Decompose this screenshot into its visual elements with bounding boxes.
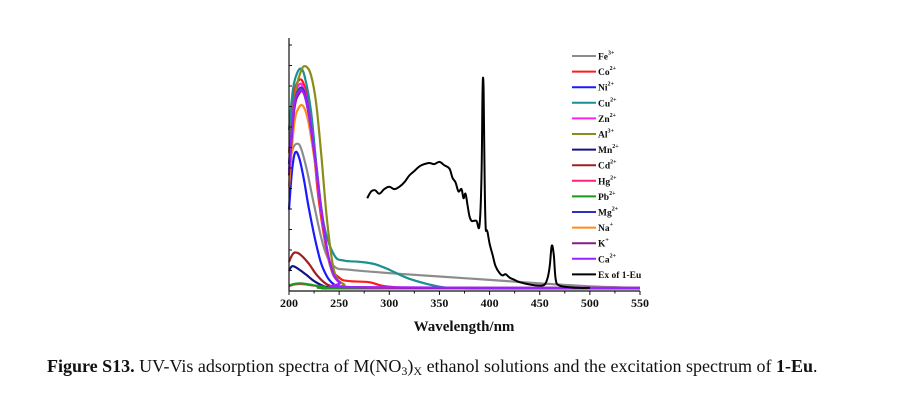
legend-label: Pb2+ — [598, 191, 616, 203]
legend-item: Al3+ — [572, 129, 615, 141]
caption-period: . — [813, 356, 818, 376]
legend-label: Ex of 1-Eu — [598, 271, 642, 281]
legend-label: Mg2+ — [598, 207, 619, 219]
legend-label: Fe3+ — [598, 51, 615, 63]
legend-item: Ca2+ — [572, 253, 617, 265]
legend-item: Cd2+ — [572, 160, 617, 172]
legend-label: Al3+ — [598, 129, 615, 141]
legend-label: Na+ — [598, 222, 614, 234]
series-line-zn — [287, 82, 641, 289]
legend-label: Co2+ — [598, 66, 617, 78]
x-axis-title: Wavelength/nm — [414, 319, 515, 335]
legend-label: Hg2+ — [598, 175, 617, 187]
legend-item: Pb2+ — [572, 191, 616, 203]
uv-vis-chart: 200 250 300 350 400 450 500 550 Fe3+ Co2+ Ni2+ Cu2… — [280, 38, 649, 335]
series-line-ca — [287, 88, 641, 289]
legend-label: Mn2+ — [598, 144, 619, 156]
x-tick-label: 350 — [430, 296, 448, 310]
legend-item: Co2+ — [572, 66, 617, 78]
series-line-cu — [287, 67, 641, 290]
legend-label: Cu2+ — [598, 97, 617, 109]
legend-item: Cu2+ — [572, 97, 617, 109]
x-tick-label: 250 — [330, 296, 348, 310]
x-tick-label: 400 — [481, 296, 499, 310]
legend-item: Zn2+ — [572, 113, 617, 125]
x-tick-label: 200 — [280, 296, 298, 310]
caption-text-3: ethanol solutions and the excitation spe… — [422, 356, 776, 376]
legend-item: Na+ — [572, 222, 614, 234]
legend-item: Mg2+ — [572, 207, 619, 219]
legend-item: Mn2+ — [572, 144, 619, 156]
series-line-ni — [287, 150, 641, 290]
legend: Fe3+ Co2+ Ni2+ Cu2+ Zn2+ Al3+ Mn2+ Cd2+ Hg2+ Pb2+… — [572, 51, 642, 281]
legend-label: Zn2+ — [598, 113, 617, 125]
series-line-ex-of-1-eu — [366, 76, 590, 289]
legend-item: K+ — [572, 238, 609, 250]
caption-compound: 1-Eu — [775, 356, 813, 376]
caption-sub-3: 3 — [401, 364, 408, 378]
legend-item: Ex of 1-Eu — [572, 271, 642, 281]
series-line-co — [287, 78, 641, 290]
legend-label: Ca2+ — [598, 253, 617, 265]
legend-item: Ni2+ — [572, 82, 615, 94]
x-tick-label: 500 — [581, 296, 599, 310]
x-tick-label: 450 — [531, 296, 549, 310]
legend-label: Cd2+ — [598, 160, 617, 172]
legend-item: Hg2+ — [572, 175, 617, 187]
axes: 200 250 300 350 400 450 500 550 — [280, 38, 649, 310]
legend-item: Fe3+ — [572, 51, 615, 63]
x-tick-label: 300 — [380, 296, 398, 310]
series-line-al — [287, 65, 641, 290]
caption-label: Figure S13. — [47, 356, 135, 376]
caption-text-1: UV-Vis adsorption spectra of M(NO — [134, 356, 402, 376]
caption-sub-x: X — [413, 364, 423, 378]
legend-label: Ni2+ — [598, 82, 615, 94]
x-tick-label: 550 — [631, 296, 649, 310]
plot-lines — [287, 65, 641, 290]
caption-text-2: ) — [407, 356, 414, 376]
figure-caption: Figure S13. UV-Vis adsorption spectra of… — [47, 352, 887, 385]
legend-label: K+ — [598, 238, 609, 250]
